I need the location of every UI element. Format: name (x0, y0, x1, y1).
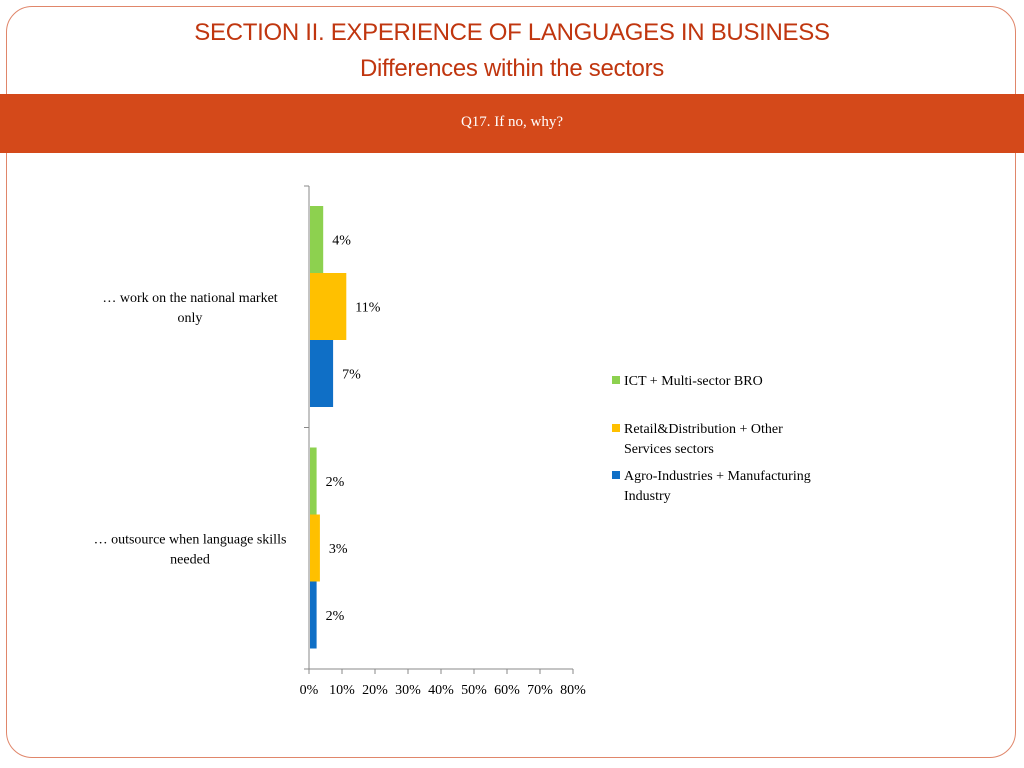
bar (310, 447, 317, 515)
category-label: needed (170, 552, 210, 567)
question-text: Q17. If no, why? (460, 114, 564, 130)
legend-swatch (612, 424, 620, 432)
category-label: … work on the national market (102, 291, 277, 306)
category-label: … outsource when language skills (94, 532, 287, 547)
legend-label: Retail&Distribution + Other (624, 422, 783, 437)
legend-label: Services sectors (624, 442, 714, 457)
x-tick-label: 10% (329, 683, 355, 698)
x-tick-label: 20% (362, 683, 388, 698)
x-tick-label: 80% (560, 683, 586, 698)
legend-label: Industry (624, 489, 671, 504)
slide-subtitle: Differences within the sectors (359, 55, 665, 82)
data-label: 7% (342, 368, 361, 383)
legend-label: Agro-Industries + Manufacturing (624, 469, 811, 484)
category-label: only (178, 311, 203, 326)
data-label: 3% (329, 542, 348, 557)
x-tick-label: 50% (461, 683, 487, 698)
bar (310, 514, 320, 582)
x-tick-label: 70% (527, 683, 553, 698)
x-tick-label: 0% (300, 683, 319, 698)
x-tick-label: 30% (395, 683, 421, 698)
data-label: 2% (326, 609, 345, 624)
question-banner (0, 94, 1024, 153)
legend-swatch (612, 376, 620, 384)
bar (310, 273, 347, 340)
data-label: 4% (332, 234, 351, 249)
x-tick-label: 40% (428, 683, 454, 698)
data-label: 11% (355, 301, 380, 316)
bar (310, 206, 324, 273)
legend-swatch (612, 471, 620, 479)
bar (310, 581, 317, 649)
slide-title: SECTION II. EXPERIENCE OF LANGUAGES IN B… (194, 19, 830, 46)
bar (310, 340, 334, 407)
x-tick-label: 60% (494, 683, 520, 698)
legend-label: ICT + Multi-sector BRO (624, 374, 763, 389)
data-label: 2% (326, 475, 345, 490)
